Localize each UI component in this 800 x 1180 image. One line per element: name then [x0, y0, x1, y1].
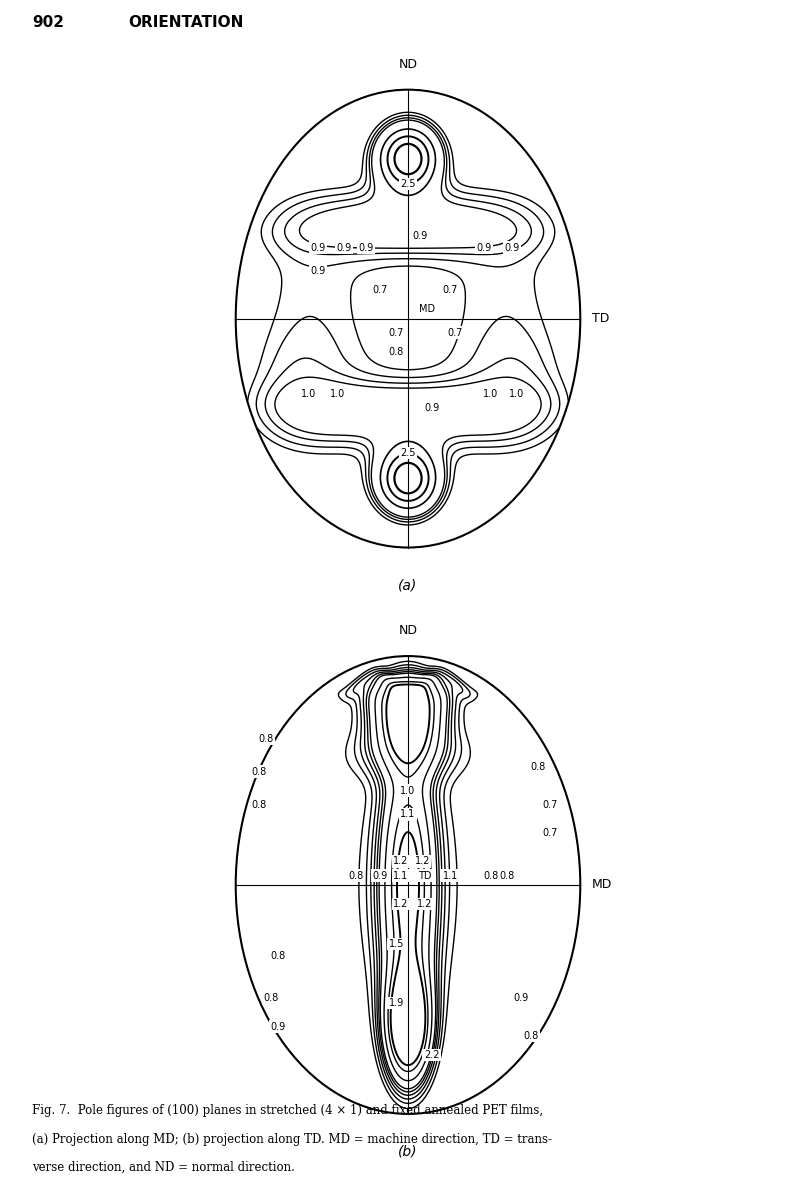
Text: verse direction, and ND = normal direction.: verse direction, and ND = normal directi…	[32, 1161, 295, 1174]
Text: TD: TD	[592, 312, 610, 326]
Text: 0.9: 0.9	[424, 404, 439, 413]
Text: 0.8: 0.8	[483, 871, 498, 880]
Text: 0.9: 0.9	[514, 994, 529, 1003]
Text: 0.9: 0.9	[412, 231, 427, 241]
Text: MD: MD	[419, 304, 435, 314]
Text: (a): (a)	[398, 578, 418, 592]
Text: 1.5: 1.5	[389, 939, 404, 949]
Text: 1.0: 1.0	[400, 786, 416, 795]
Text: 1.2: 1.2	[414, 857, 430, 866]
Text: 0.9: 0.9	[504, 243, 519, 253]
Text: 0.8: 0.8	[252, 767, 267, 776]
Text: 0.9: 0.9	[310, 267, 326, 276]
Text: 1.2: 1.2	[417, 899, 432, 909]
Text: 1.0: 1.0	[330, 389, 345, 399]
Text: MD: MD	[592, 878, 613, 892]
Text: 0.9: 0.9	[358, 243, 373, 253]
Text: (b): (b)	[398, 1145, 418, 1159]
Text: Fig. 7.  Pole figures of (100) planes in stretched (4 × 1) and fixed annealed PE: Fig. 7. Pole figures of (100) planes in …	[32, 1104, 543, 1117]
Text: 2.5: 2.5	[400, 448, 416, 458]
Text: 0.7: 0.7	[447, 328, 463, 337]
Text: 0.7: 0.7	[372, 286, 387, 295]
Text: 0.8: 0.8	[523, 1031, 538, 1041]
Text: ORIENTATION: ORIENTATION	[128, 15, 243, 31]
Text: 0.7: 0.7	[442, 286, 458, 295]
Text: 2.2: 2.2	[424, 1050, 439, 1060]
Text: 0.8: 0.8	[252, 800, 267, 809]
Text: 0.8: 0.8	[258, 734, 274, 743]
Text: 0.8: 0.8	[349, 871, 364, 880]
Text: 1.0: 1.0	[509, 389, 524, 399]
Text: 1.2: 1.2	[394, 899, 409, 909]
Text: ND: ND	[398, 58, 418, 71]
Text: 0.8: 0.8	[389, 347, 404, 356]
Text: 0.9: 0.9	[270, 1022, 286, 1031]
Text: 1.1: 1.1	[394, 871, 409, 880]
Text: (a) Projection along MD; (b) projection along TD. MD = machine direction, TD = t: (a) Projection along MD; (b) projection …	[32, 1133, 552, 1146]
Text: TD: TD	[418, 871, 431, 880]
Text: ND: ND	[398, 624, 418, 637]
Text: 0.9: 0.9	[476, 243, 491, 253]
Text: 1.9: 1.9	[389, 998, 404, 1008]
Text: 2.5: 2.5	[400, 179, 416, 189]
Text: 0.9: 0.9	[337, 243, 352, 253]
Text: 0.9: 0.9	[372, 871, 387, 880]
Text: 0.8: 0.8	[530, 762, 546, 772]
Text: 0.8: 0.8	[270, 951, 286, 961]
Text: 0.8: 0.8	[499, 871, 514, 880]
Text: 0.7: 0.7	[542, 828, 558, 838]
Text: 1.0: 1.0	[302, 389, 317, 399]
Text: 0.8: 0.8	[263, 994, 278, 1003]
Text: 0.9: 0.9	[310, 243, 326, 253]
Text: 0.7: 0.7	[542, 800, 558, 809]
Text: 1.1: 1.1	[400, 809, 416, 819]
Text: 0.7: 0.7	[389, 328, 404, 337]
Text: 1.2: 1.2	[394, 857, 409, 866]
Text: 902: 902	[32, 15, 64, 31]
Text: 1.0: 1.0	[483, 389, 498, 399]
Text: 1.1: 1.1	[443, 871, 458, 880]
